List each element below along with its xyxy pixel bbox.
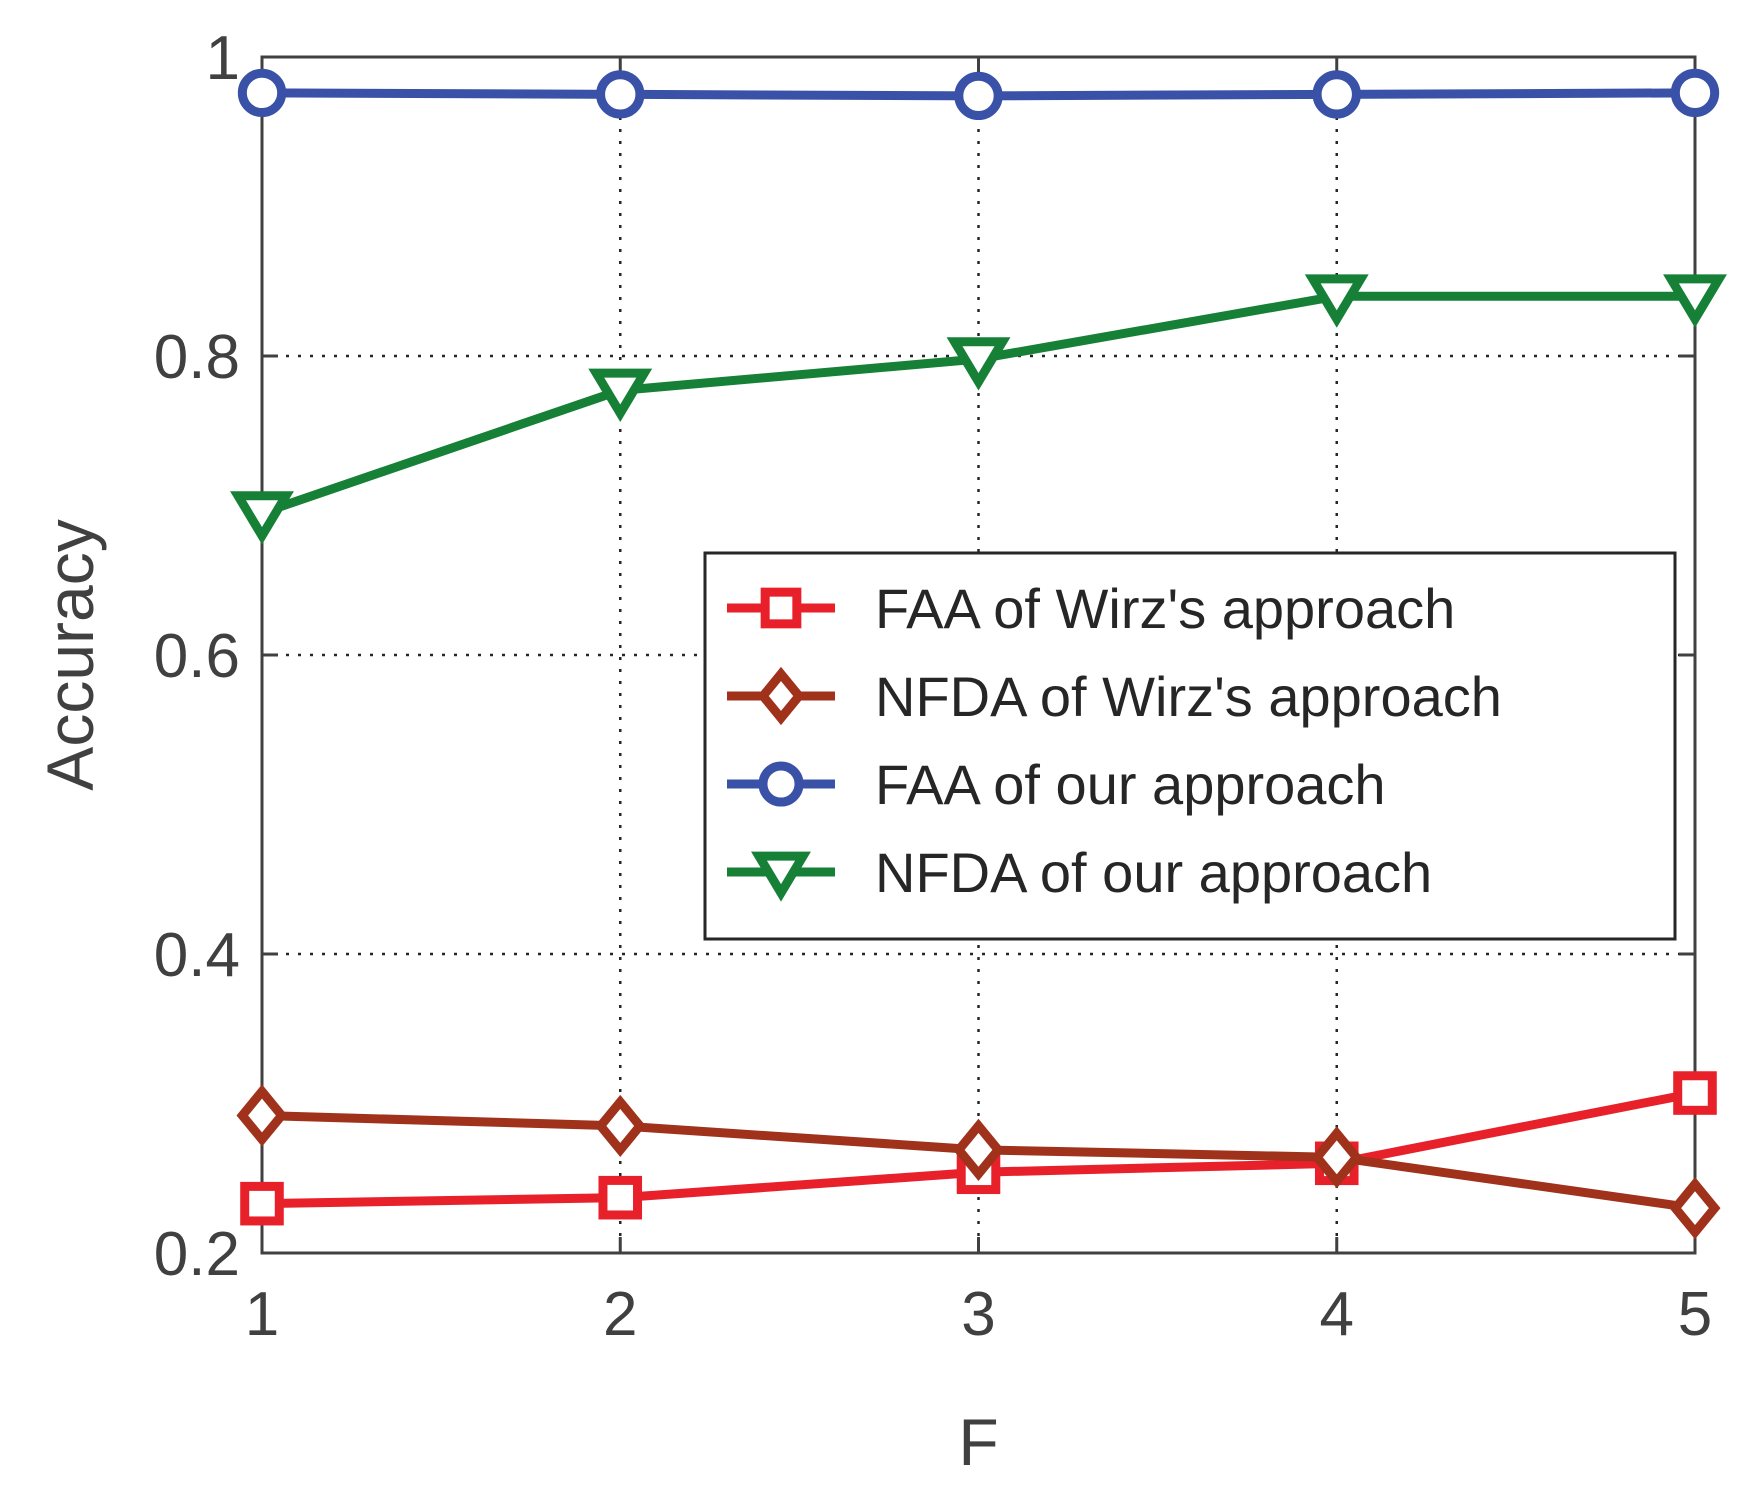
data-point xyxy=(954,71,1003,121)
axis-ticks: 1 2 3 4 5 0.2 0.4 0.6 0.8 1 xyxy=(154,24,1712,1349)
legend-item: FAA of Wirz's approach xyxy=(727,577,1455,640)
y-tick-label: 0.8 xyxy=(154,323,240,392)
legend-item: NFDA of Wirz's approach xyxy=(727,665,1502,728)
legend-box xyxy=(703,551,1677,941)
data-point xyxy=(588,368,653,422)
data-point xyxy=(1663,274,1727,328)
legend-swatch-marker xyxy=(760,587,802,629)
legend-label: FAA of Wirz's approach xyxy=(875,577,1455,640)
legend-swatch-marker xyxy=(757,666,805,726)
y-tick-label: 0.4 xyxy=(154,921,240,990)
x-tick-label: 4 xyxy=(1320,1280,1354,1349)
data-point xyxy=(953,1118,1004,1181)
data-point xyxy=(1304,274,1369,328)
y-tick-label: 0.6 xyxy=(154,622,240,691)
x-tick-label: 5 xyxy=(1678,1280,1712,1349)
series-group xyxy=(230,68,1727,1240)
y-tick-label: 1 xyxy=(206,24,240,93)
x-tick-label: 1 xyxy=(245,1280,279,1349)
data-point xyxy=(598,1175,643,1220)
legend: FAA of Wirz's approach NFDA of Wirz's app… xyxy=(703,551,1677,941)
y-axis-title: Accuracy xyxy=(33,519,107,790)
series-3 xyxy=(230,274,1727,545)
series-2 xyxy=(237,68,1720,121)
legend-item: NFDA of our approach xyxy=(727,841,1432,904)
data-point xyxy=(237,68,287,118)
x-axis-title: F xyxy=(958,1405,998,1479)
y-tick-label: 0.2 xyxy=(154,1220,240,1289)
data-point xyxy=(596,70,645,119)
data-point xyxy=(1673,1071,1717,1115)
data-point xyxy=(1670,68,1720,118)
data-point xyxy=(594,1094,646,1158)
legend-label: FAA of our approach xyxy=(875,753,1386,816)
legend-swatch-marker xyxy=(751,851,811,902)
series-line xyxy=(260,291,1695,518)
series-1 xyxy=(236,1084,1721,1240)
grid xyxy=(262,57,1695,1253)
legend-swatch-marker xyxy=(758,761,804,807)
data-point xyxy=(946,337,1011,391)
data-point xyxy=(240,1181,284,1226)
x-tick-label: 2 xyxy=(603,1280,637,1349)
legend-label: NFDA of our approach xyxy=(875,841,1432,904)
data-point xyxy=(1312,70,1361,119)
legend-label: NFDA of Wirz's approach xyxy=(875,665,1502,728)
legend-item: FAA of our approach xyxy=(727,753,1386,816)
data-point xyxy=(1311,1126,1363,1189)
x-tick-label: 3 xyxy=(961,1280,995,1349)
data-point xyxy=(236,1084,288,1147)
data-point xyxy=(1669,1177,1721,1240)
data-point xyxy=(230,491,294,545)
